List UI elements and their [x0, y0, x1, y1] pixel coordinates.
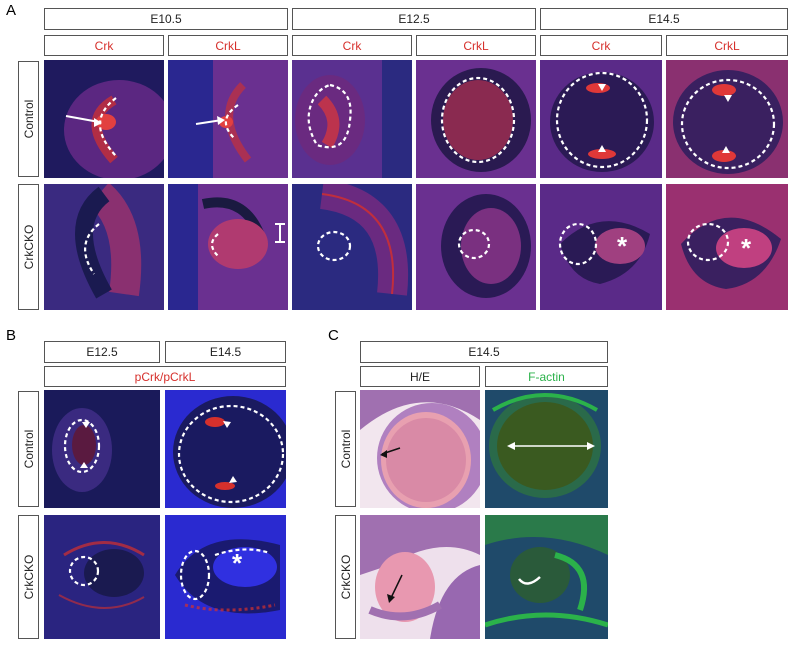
row-label-crkcko-a: CrkCKO: [18, 184, 39, 310]
micrograph-control-crkl-e14: [666, 60, 788, 178]
marker-header-crkl-e12: CrkL: [416, 35, 536, 56]
row-label-control-c: Control: [335, 391, 356, 507]
micrograph-b-crkcko-e12: [44, 515, 160, 639]
micrograph-c-factin-crkcko: [485, 515, 608, 639]
marker-header-crk-e12: Crk: [292, 35, 412, 56]
micrograph-control-crk-e12: [292, 60, 412, 178]
micrograph-crkcko-crkl-e14: *: [666, 184, 788, 310]
asterisk-icon: *: [616, 231, 628, 261]
marker-header-crk-e10: Crk: [44, 35, 164, 56]
stage-header-c-e14-5: E14.5: [360, 341, 608, 363]
marker-header-pcrk: pCrk/pCrkL: [44, 366, 286, 387]
micrograph-c-factin-control: [485, 390, 608, 508]
micrograph-b-control-e12: [44, 390, 160, 508]
micrograph-c-he-crkcko: [360, 515, 480, 639]
micrograph-control-crkl-e12: [416, 60, 536, 178]
micrograph-control-crk-e10: [44, 60, 164, 178]
asterisk-icon: *: [231, 548, 243, 578]
row-label-crkcko-c: CrkCKO: [335, 515, 356, 639]
micrograph-b-control-e14: [165, 390, 286, 508]
micrograph-c-he-control: [360, 390, 480, 508]
row-label-control-b: Control: [18, 391, 39, 507]
micrograph-control-crk-e14: [540, 60, 662, 178]
micrograph-crkcko-crkl-e12: [416, 184, 536, 310]
row-label-crkcko-b: CrkCKO: [18, 515, 39, 639]
panel-label-b: B: [6, 327, 17, 344]
marker-header-crkl-e10: CrkL: [168, 35, 288, 56]
row-label-control-a: Control: [18, 61, 39, 177]
micrograph-crkcko-crkl-e10: [168, 184, 288, 310]
micrograph-crkcko-crk-e10: [44, 184, 164, 310]
stage-header-e14-5: E14.5: [540, 8, 788, 30]
stage-header-e12-5: E12.5: [292, 8, 536, 30]
stage-header-b-e14-5: E14.5: [165, 341, 286, 363]
micrograph-crkcko-crk-e12: [292, 184, 412, 310]
marker-header-crk-e14: Crk: [540, 35, 662, 56]
stage-header-b-e12-5: E12.5: [44, 341, 160, 363]
stain-header-he: H/E: [360, 366, 480, 387]
stain-header-factin: F-actin: [485, 366, 608, 387]
asterisk-icon: *: [740, 233, 752, 263]
micrograph-control-crkl-e10: [168, 60, 288, 178]
micrograph-crkcko-crk-e14: *: [540, 184, 662, 310]
panel-label-c: C: [328, 327, 339, 344]
micrograph-b-crkcko-e14: *: [165, 515, 286, 639]
stage-header-e10-5: E10.5: [44, 8, 288, 30]
marker-header-crkl-e14: CrkL: [666, 35, 788, 56]
panel-label-a: A: [6, 2, 17, 19]
